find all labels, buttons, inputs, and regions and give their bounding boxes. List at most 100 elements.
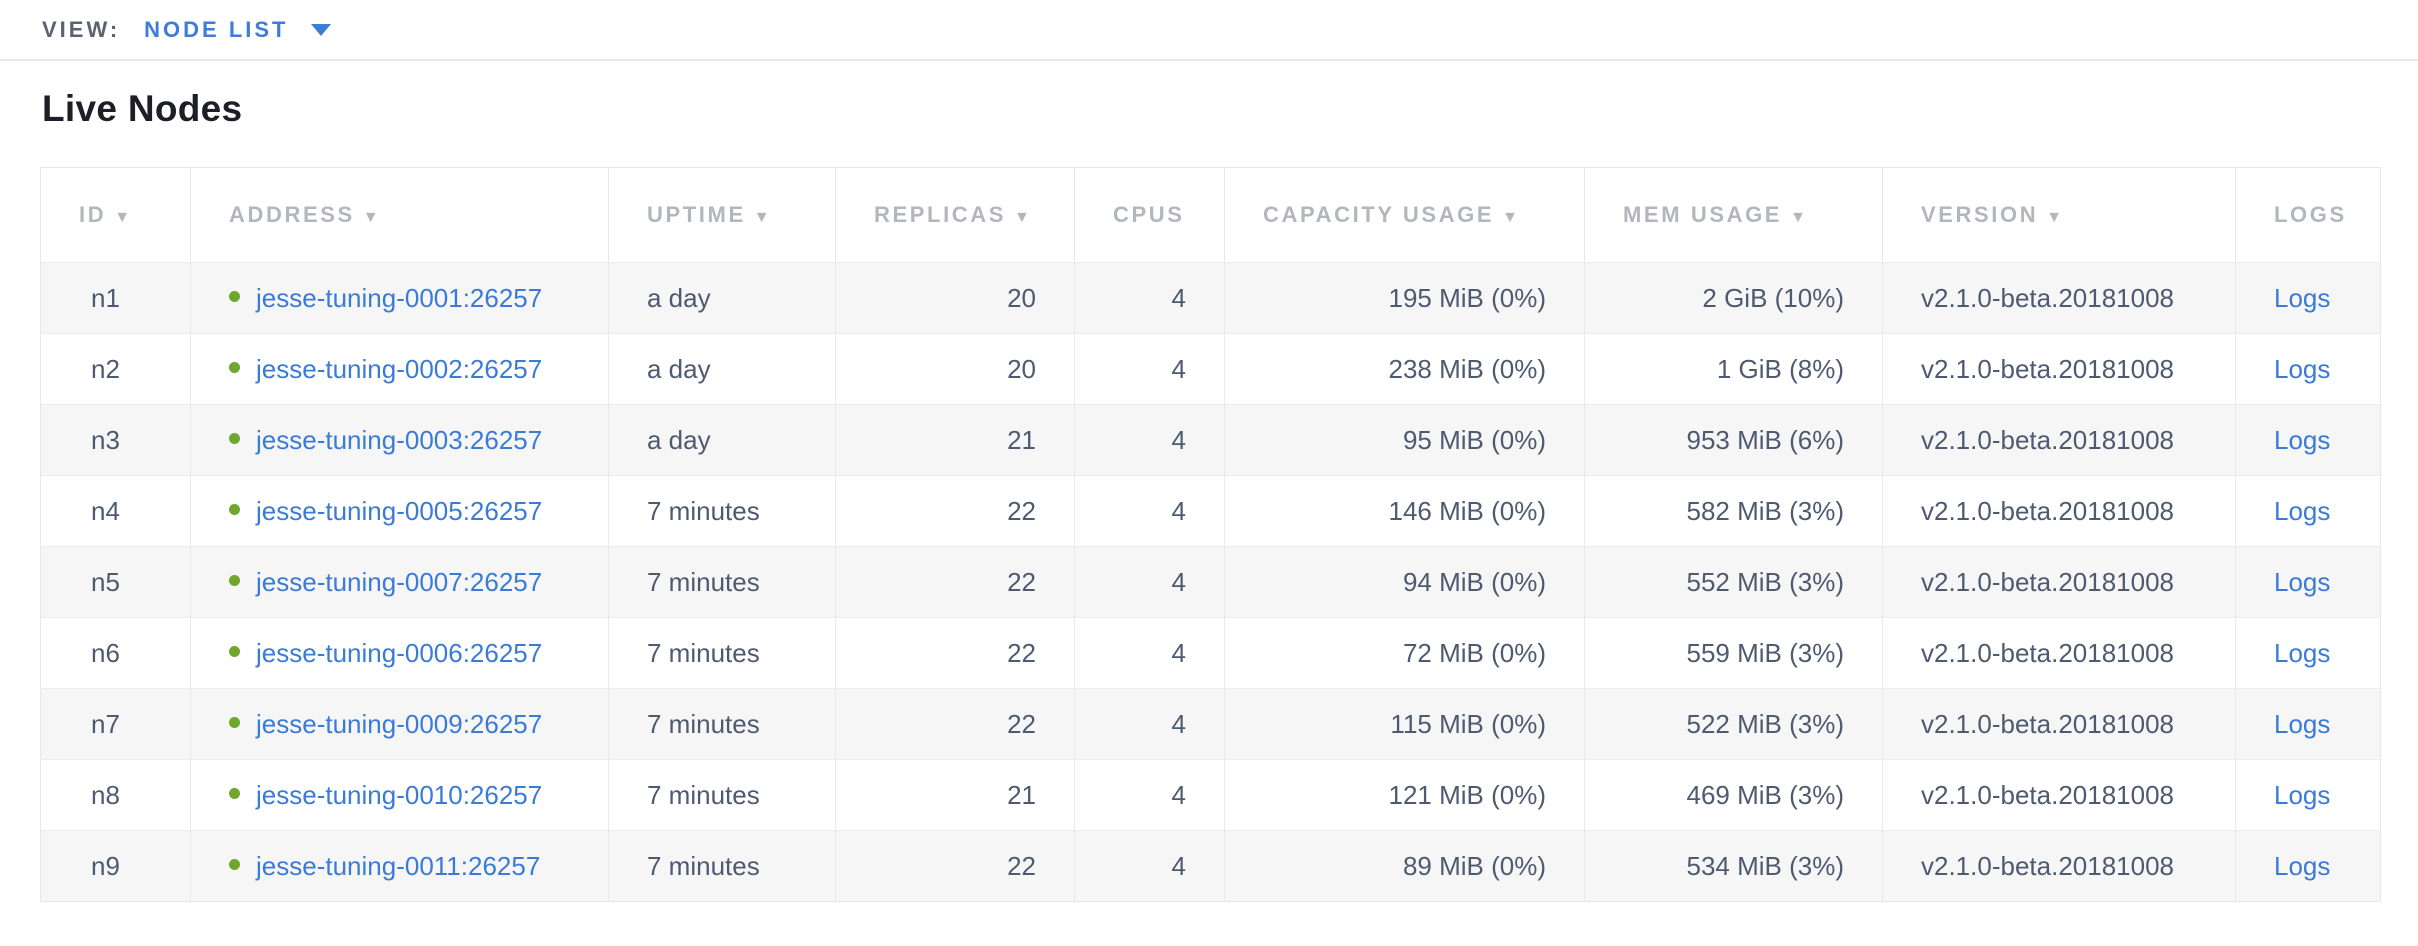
replicas-cell: 22 (835, 617, 1075, 689)
uptime-cell: 7 minutes (608, 688, 836, 760)
node-id-cell: n5 (40, 546, 191, 618)
node-address-cell: jesse-tuning-0007:26257 (190, 546, 609, 618)
table-row: n5 jesse-tuning-0007:26257 7 minutes 22 … (40, 546, 2381, 618)
node-address-link[interactable]: jesse-tuning-0002:26257 (256, 353, 543, 384)
table-row: n3 jesse-tuning-0003:26257 a day 21 4 95… (40, 404, 2381, 476)
replicas-cell: 20 (835, 333, 1075, 405)
uptime-cell: 7 minutes (608, 475, 836, 547)
mem-usage-cell: 469 MiB (3%) (1584, 759, 1883, 831)
uptime-cell: a day (608, 333, 836, 405)
mem-usage-cell: 2 GiB (10%) (1584, 262, 1883, 334)
node-address-cell: jesse-tuning-0011:26257 (190, 830, 609, 902)
uptime-cell: 7 minutes (608, 830, 836, 902)
sort-caret-icon: ▼ (1014, 209, 1033, 226)
node-live-status-icon (229, 788, 240, 800)
node-address-cell: jesse-tuning-0001:26257 (190, 262, 609, 334)
column-header-logs: LOGS (2235, 167, 2381, 263)
logs-link[interactable]: Logs (2274, 495, 2331, 526)
logs-link[interactable]: Logs (2274, 424, 2331, 455)
table-row: n6 jesse-tuning-0006:26257 7 minutes 22 … (40, 617, 2381, 689)
mem-usage-cell: 559 MiB (3%) (1584, 617, 1883, 689)
table-row: n1 jesse-tuning-0001:26257 a day 20 4 19… (40, 262, 2381, 334)
logs-link[interactable]: Logs (2274, 282, 2331, 313)
table-header-row: ID ▼ ADDRESS ▼ UPTIME ▼ REPLICAS ▼ CPUS CAPA… (40, 167, 2381, 263)
node-live-status-icon (229, 646, 240, 658)
column-header-address[interactable]: ADDRESS ▼ (190, 167, 609, 263)
view-label: VIEW: (42, 16, 121, 42)
logs-link[interactable]: Logs (2274, 566, 2331, 597)
node-address-link[interactable]: jesse-tuning-0003:26257 (256, 424, 543, 455)
logs-cell: Logs (2235, 617, 2381, 689)
version-cell: v2.1.0-beta.20181008 (1882, 617, 2236, 689)
node-address-link[interactable]: jesse-tuning-0001:26257 (256, 282, 543, 313)
logs-link[interactable]: Logs (2274, 353, 2331, 384)
version-cell: v2.1.0-beta.20181008 (1882, 333, 2236, 405)
version-cell: v2.1.0-beta.20181008 (1882, 262, 2236, 334)
live-nodes-table: ID ▼ ADDRESS ▼ UPTIME ▼ REPLICAS ▼ CPUS CAPA… (40, 167, 2381, 902)
replicas-cell: 22 (835, 546, 1075, 618)
live-nodes-table-container: ID ▼ ADDRESS ▼ UPTIME ▼ REPLICAS ▼ CPUS CAPA… (40, 167, 2381, 902)
version-cell: v2.1.0-beta.20181008 (1882, 475, 2236, 547)
column-header-uptime[interactable]: UPTIME ▼ (608, 167, 836, 263)
cpus-cell: 4 (1074, 759, 1225, 831)
logs-cell: Logs (2235, 404, 2381, 476)
node-address-cell: jesse-tuning-0002:26257 (190, 333, 609, 405)
logs-link[interactable]: Logs (2274, 779, 2331, 810)
node-live-status-icon (229, 717, 240, 729)
replicas-cell: 22 (835, 830, 1075, 902)
column-header-id[interactable]: ID ▼ (40, 167, 191, 263)
node-id-cell: n6 (40, 617, 191, 689)
node-address-cell: jesse-tuning-0005:26257 (190, 475, 609, 547)
page-title: Live Nodes (42, 88, 243, 129)
mem-usage-cell: 534 MiB (3%) (1584, 830, 1883, 902)
uptime-cell: a day (608, 262, 836, 334)
column-header-capacity-usage[interactable]: CAPACITY USAGE ▼ (1224, 167, 1585, 263)
version-cell: v2.1.0-beta.20181008 (1882, 759, 2236, 831)
logs-link[interactable]: Logs (2274, 637, 2331, 668)
logs-cell: Logs (2235, 262, 2381, 334)
caret-down-icon (310, 23, 331, 36)
cpus-cell: 4 (1074, 617, 1225, 689)
node-address-link[interactable]: jesse-tuning-0010:26257 (256, 779, 543, 810)
capacity-usage-cell: 195 MiB (0%) (1224, 262, 1585, 334)
node-address-link[interactable]: jesse-tuning-0009:26257 (256, 708, 543, 739)
node-id-cell: n3 (40, 404, 191, 476)
column-header-mem-usage[interactable]: MEM USAGE ▼ (1584, 167, 1883, 263)
cpus-cell: 4 (1074, 333, 1225, 405)
node-address-link[interactable]: jesse-tuning-0006:26257 (256, 637, 543, 668)
replicas-cell: 21 (835, 404, 1075, 476)
capacity-usage-cell: 89 MiB (0%) (1224, 830, 1585, 902)
node-id-cell: n9 (40, 830, 191, 902)
column-header-version[interactable]: VERSION ▼ (1882, 167, 2236, 263)
node-address-link[interactable]: jesse-tuning-0011:26257 (256, 850, 541, 881)
capacity-usage-cell: 238 MiB (0%) (1224, 333, 1585, 405)
view-bar: VIEW: NODE LIST (0, 0, 2418, 61)
uptime-cell: 7 minutes (608, 546, 836, 618)
capacity-usage-cell: 95 MiB (0%) (1224, 404, 1585, 476)
sort-caret-icon: ▼ (114, 209, 133, 226)
logs-cell: Logs (2235, 830, 2381, 902)
table-row: n8 jesse-tuning-0010:26257 7 minutes 21 … (40, 759, 2381, 831)
column-header-replicas[interactable]: REPLICAS ▼ (835, 167, 1075, 263)
logs-link[interactable]: Logs (2274, 850, 2331, 881)
sort-caret-icon: ▼ (753, 209, 773, 226)
table-row: n7 jesse-tuning-0009:26257 7 minutes 22 … (40, 688, 2381, 760)
logs-link[interactable]: Logs (2274, 708, 2331, 739)
logs-cell: Logs (2235, 475, 2381, 547)
version-cell: v2.1.0-beta.20181008 (1882, 404, 2236, 476)
mem-usage-cell: 552 MiB (3%) (1584, 546, 1883, 618)
node-id-cell: n8 (40, 759, 191, 831)
mem-usage-cell: 522 MiB (3%) (1584, 688, 1883, 760)
node-address-cell: jesse-tuning-0003:26257 (190, 404, 609, 476)
view-selector-dropdown[interactable]: NODE LIST (144, 17, 331, 43)
node-live-status-icon (229, 859, 240, 871)
uptime-cell: 7 minutes (608, 617, 836, 689)
logs-cell: Logs (2235, 546, 2381, 618)
version-cell: v2.1.0-beta.20181008 (1882, 546, 2236, 618)
node-id-cell: n4 (40, 475, 191, 547)
version-cell: v2.1.0-beta.20181008 (1882, 688, 2236, 760)
node-address-link[interactable]: jesse-tuning-0005:26257 (256, 495, 543, 526)
node-id-cell: n7 (40, 688, 191, 760)
mem-usage-cell: 582 MiB (3%) (1584, 475, 1883, 547)
node-address-link[interactable]: jesse-tuning-0007:26257 (256, 566, 543, 597)
